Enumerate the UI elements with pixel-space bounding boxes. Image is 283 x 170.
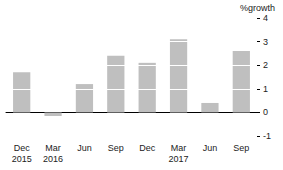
- svg-text:2015: 2015: [12, 154, 32, 164]
- svg-text:Mar: Mar: [45, 143, 61, 153]
- svg-text:Dec: Dec: [14, 143, 31, 153]
- svg-text:1: 1: [263, 84, 268, 94]
- svg-text:Dec: Dec: [139, 143, 156, 153]
- svg-text:Jun: Jun: [77, 143, 92, 153]
- svg-text:Mar: Mar: [171, 143, 187, 153]
- svg-text:%growth: %growth: [240, 3, 275, 13]
- svg-text:Sep: Sep: [108, 143, 124, 153]
- svg-text:0: 0: [263, 107, 268, 117]
- svg-text:4: 4: [263, 13, 268, 23]
- svg-text:2: 2: [263, 60, 268, 70]
- svg-text:Sep: Sep: [233, 143, 249, 153]
- svg-text:-1: -1: [263, 131, 271, 141]
- svg-text:Jun: Jun: [203, 143, 218, 153]
- svg-text:2016: 2016: [43, 154, 63, 164]
- svg-text:3: 3: [263, 37, 268, 47]
- svg-text:2017: 2017: [169, 154, 189, 164]
